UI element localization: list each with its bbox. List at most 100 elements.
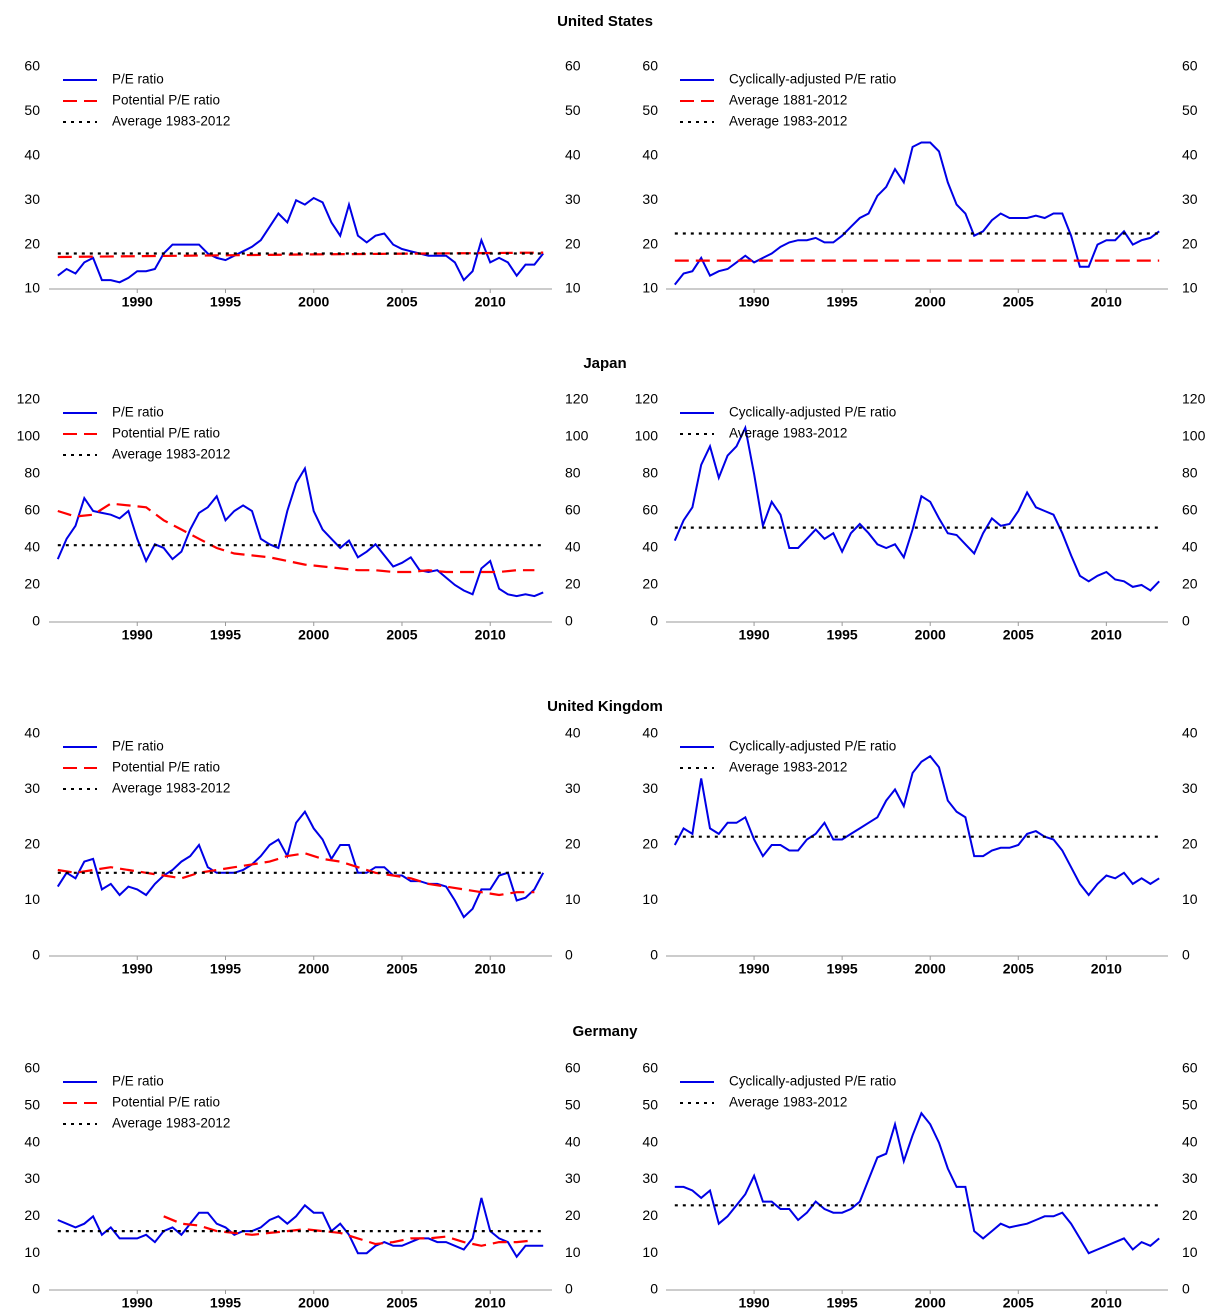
- y-tick-label: 0: [650, 613, 658, 629]
- series-line: [57, 852, 535, 897]
- x-tick-label: 2005: [386, 294, 417, 310]
- series-line: [56, 809, 545, 919]
- legend-label: Potential P/E ratio: [112, 93, 220, 108]
- y2-tick-label: 30: [565, 1170, 581, 1186]
- legend-label: Average 1983-2012: [112, 1116, 230, 1131]
- legend-label: Potential P/E ratio: [112, 426, 220, 441]
- y2-tick-label: 0: [565, 1281, 573, 1297]
- x-tick-label: 1990: [122, 1295, 153, 1311]
- x-tick-label: 2005: [1003, 961, 1034, 977]
- y-tick-label: 0: [32, 947, 40, 963]
- y2-tick-label: 60: [1182, 1060, 1198, 1076]
- x-tick-label: 2005: [1003, 627, 1034, 643]
- y2-tick-label: 40: [1182, 147, 1198, 163]
- x-tick-label: 1995: [827, 294, 858, 310]
- x-tick-label: 1990: [738, 1295, 769, 1311]
- y-tick-label: 20: [24, 836, 40, 852]
- y2-tick-label: 0: [1182, 947, 1190, 963]
- y2-tick-label: 100: [565, 428, 589, 444]
- legend-label: Potential P/E ratio: [112, 760, 220, 775]
- x-tick-label: 2005: [386, 627, 417, 643]
- legend-label: Average 1983-2012: [112, 781, 230, 796]
- x-tick-label: 2005: [1003, 294, 1034, 310]
- y2-tick-label: 50: [1182, 102, 1198, 118]
- series-line: [57, 502, 535, 574]
- series-line: [673, 424, 1160, 592]
- y-tick-label: 30: [24, 191, 40, 207]
- y2-tick-label: 60: [565, 502, 581, 518]
- x-tick-label: 2000: [298, 961, 329, 977]
- y2-tick-label: 0: [1182, 1281, 1190, 1297]
- y2-tick-label: 40: [565, 1133, 581, 1149]
- y2-tick-label: 80: [1182, 465, 1198, 481]
- y-tick-label: 50: [642, 102, 658, 118]
- x-tick-label: 2005: [1003, 1295, 1034, 1311]
- y2-tick-label: 40: [1182, 539, 1198, 555]
- legend-label: Cyclically-adjusted P/E ratio: [729, 72, 896, 87]
- y2-tick-label: 60: [565, 58, 581, 74]
- y2-tick-label: 20: [1182, 836, 1198, 852]
- y-tick-label: 0: [32, 613, 40, 629]
- y-tick-label: 20: [24, 1207, 40, 1223]
- x-tick-label: 2010: [1091, 294, 1122, 310]
- series-line: [673, 754, 1160, 897]
- y-tick-label: 40: [24, 725, 40, 741]
- legend-label: Average 1881-2012: [729, 93, 847, 108]
- legend-label: Average 1983-2012: [112, 447, 230, 462]
- y2-tick-label: 30: [1182, 780, 1198, 796]
- y2-tick-label: 40: [1182, 725, 1198, 741]
- legend-label: Potential P/E ratio: [112, 1095, 220, 1110]
- x-tick-label: 1995: [827, 1295, 858, 1311]
- legend-label: Average 1983-2012: [112, 114, 230, 129]
- country-title: United Kingdom: [547, 698, 663, 715]
- x-tick-label: 1995: [210, 1295, 241, 1311]
- y2-tick-label: 80: [565, 465, 581, 481]
- country-title: United States: [557, 13, 653, 30]
- x-tick-label: 2000: [915, 627, 946, 643]
- y2-tick-label: 120: [1182, 391, 1206, 407]
- y-tick-label: 120: [635, 391, 659, 407]
- y2-tick-label: 0: [1182, 613, 1190, 629]
- y2-tick-label: 10: [1182, 1244, 1198, 1260]
- x-tick-label: 1995: [827, 627, 858, 643]
- x-tick-label: 2000: [915, 294, 946, 310]
- y2-tick-label: 50: [565, 102, 581, 118]
- x-tick-label: 2010: [475, 1295, 506, 1311]
- x-tick-label: 1990: [738, 294, 769, 310]
- y-tick-label: 40: [642, 539, 658, 555]
- x-tick-label: 1990: [738, 627, 769, 643]
- y2-tick-label: 20: [565, 1207, 581, 1223]
- y-tick-label: 60: [642, 502, 658, 518]
- y-tick-label: 40: [24, 539, 40, 555]
- y2-tick-label: 20: [565, 836, 581, 852]
- y2-tick-label: 40: [1182, 1133, 1198, 1149]
- y2-tick-label: 20: [565, 576, 581, 592]
- y-tick-label: 60: [642, 58, 658, 74]
- y-tick-label: 20: [642, 1207, 658, 1223]
- y-tick-label: 120: [17, 391, 41, 407]
- y2-tick-label: 40: [565, 539, 581, 555]
- x-tick-label: 2010: [475, 961, 506, 977]
- y2-tick-label: 30: [1182, 1170, 1198, 1186]
- legend-label: Cyclically-adjusted P/E ratio: [729, 405, 896, 420]
- y-tick-label: 50: [642, 1097, 658, 1113]
- x-tick-label: 2010: [1091, 961, 1122, 977]
- y-tick-label: 60: [24, 58, 40, 74]
- series-line: [56, 465, 544, 598]
- y-tick-label: 10: [642, 891, 658, 907]
- y2-tick-label: 10: [565, 1244, 581, 1260]
- y-tick-label: 20: [642, 235, 658, 251]
- series-line: [163, 1215, 535, 1247]
- y-tick-label: 100: [17, 428, 41, 444]
- y2-tick-label: 50: [565, 1097, 581, 1113]
- y-tick-label: 100: [635, 428, 659, 444]
- series-line: [674, 1111, 1160, 1255]
- legend-label: P/E ratio: [112, 405, 164, 420]
- legend-label: Average 1983-2012: [729, 426, 847, 441]
- country-title: Japan: [583, 355, 626, 372]
- x-tick-label: 2000: [298, 627, 329, 643]
- y-tick-label: 50: [24, 1097, 40, 1113]
- x-tick-label: 1995: [827, 961, 858, 977]
- y-tick-label: 10: [642, 1244, 658, 1260]
- y-tick-label: 10: [24, 280, 40, 296]
